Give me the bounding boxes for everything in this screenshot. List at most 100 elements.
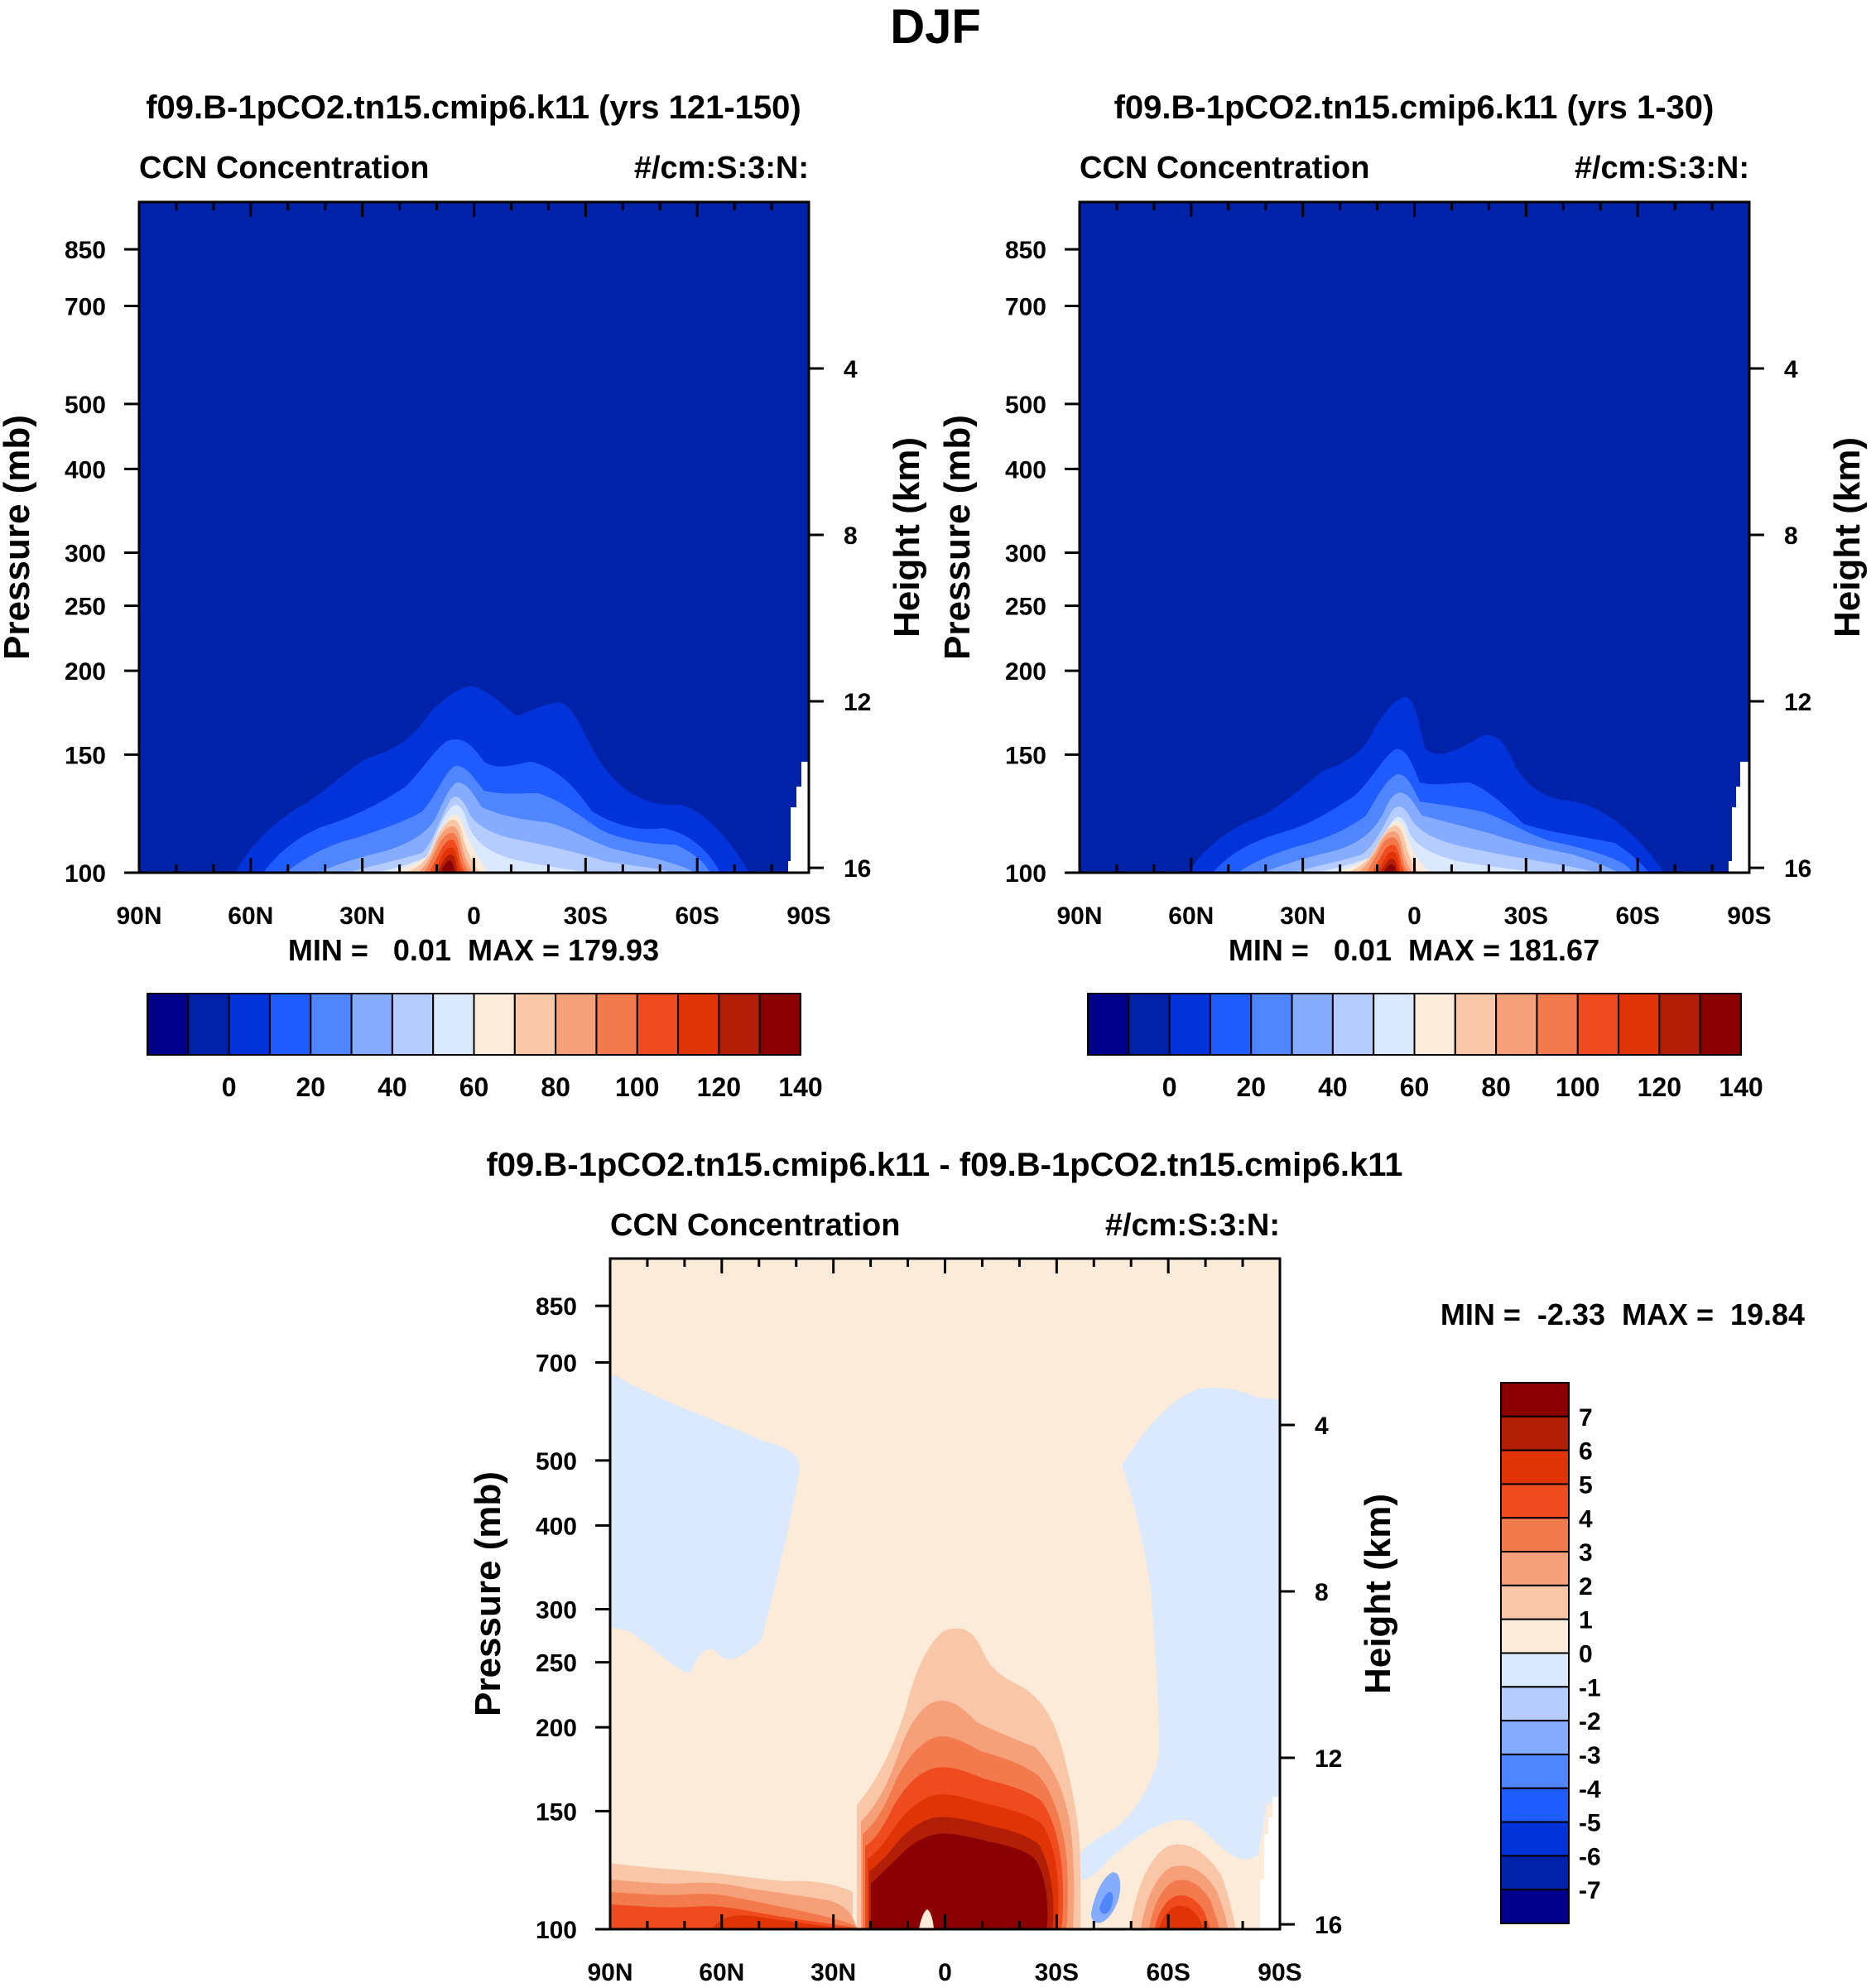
panel-c-y-tick-label: 250 <box>536 1650 577 1678</box>
panel-c-colorbar-label: 2 <box>1579 1573 1593 1601</box>
panel-b-ylabel-right: Height (km) <box>1827 437 1868 638</box>
panel-c-colorbar-box <box>1500 1753 1570 1789</box>
panel-b-x-tick-label: 90S <box>1727 903 1771 930</box>
panel-b-colorbar-box <box>1576 993 1620 1056</box>
panel-c-y-tick-label: 100 <box>536 1917 577 1944</box>
panel-c-colorbar-label: -3 <box>1579 1742 1601 1769</box>
panel-b-contour-level-50 <box>1291 806 1596 873</box>
panel-c-x-tick-label: 0 <box>938 1959 952 1986</box>
panel-c-colorbar-box <box>1500 1517 1570 1553</box>
panel-c-colorbar-label: 7 <box>1579 1404 1593 1432</box>
panel-b-variable-label: CCN Concentration <box>1080 151 1369 185</box>
panel-a-x-tick-label: 90N <box>116 903 161 930</box>
panel-b-right-axis: 16 12 8 4 <box>1749 356 1811 883</box>
panel-a-x-tick-label: 0 <box>467 903 481 930</box>
panel-b-ylabel: Pressure (mb) <box>937 415 978 660</box>
panel-c-right-tick-label: 12 <box>1315 1745 1342 1773</box>
panel-a-colorbar-box <box>636 993 680 1056</box>
panel-a-colorbar-box <box>147 993 190 1056</box>
panel-c-negative-region-sh <box>1068 1387 1280 1880</box>
panel-a-colorbar-label: 60 <box>459 1072 489 1102</box>
panel-a-y-tick-label: 250 <box>65 594 106 621</box>
panel-a-y-tick-label: 200 <box>65 658 106 686</box>
panel-b-y-tick-label: 150 <box>1005 742 1046 769</box>
panel-c-colorbar-box <box>1500 1686 1570 1722</box>
panel-b-y-tick-label: 100 <box>1005 860 1046 888</box>
panel-a-ylabel-right: Height (km) <box>887 437 927 638</box>
panel-b-contours <box>1080 202 1749 873</box>
panel-b-y-axis: 100 150 200 250 300 400 500 700 850 <box>1005 237 1080 888</box>
panel-c-units-label: #/cm:S:3:N: <box>1105 1208 1280 1243</box>
panel-c-x-tick-label: 30N <box>810 1959 856 1986</box>
panel-c-ylabel-right: Height (km) <box>1358 1494 1398 1694</box>
panel-a-colorbar-box <box>718 993 761 1056</box>
panel-b-x-tick-label: 30S <box>1504 903 1548 930</box>
panel-b-x-tick-label: 60S <box>1615 903 1659 930</box>
panel-a-colorbar-box <box>513 993 557 1056</box>
panel-b-y-tick-label: 200 <box>1005 658 1046 686</box>
panel-c-right-tick-label: 8 <box>1315 1579 1329 1606</box>
panel-b-colorbar-box <box>1413 993 1456 1056</box>
panel-a-colorbar-box <box>432 993 475 1056</box>
panel-a-colorbar-label: 140 <box>778 1072 822 1102</box>
panel-c: f09.B-1pCO2.tn15.cmip6.k11 - f09.B-1pCO2… <box>468 1147 1805 1986</box>
panel-c-level-5-sh-blob <box>1159 1905 1204 1929</box>
panel-c-colorbar-box <box>1500 1821 1570 1857</box>
panel-b-title: f09.B-1pCO2.tn15.cmip6.k11 (yrs 1-30) <box>1114 89 1715 126</box>
panel-a-colorbar-label: 40 <box>378 1072 407 1102</box>
panel-b-right-tick-label: 12 <box>1784 689 1811 716</box>
panel-c-level-5-nh-strip <box>712 1915 844 1929</box>
panel-c-x-axis: 90N 60N 30N 0 30S 60S 90S <box>587 1259 1302 1986</box>
panel-a-y-tick-label: 100 <box>65 860 106 888</box>
panel-c-colorbar-label: 5 <box>1579 1471 1593 1499</box>
panel-a-y-tick-label: 700 <box>65 293 106 320</box>
panel-c-negative-blob-inner <box>1099 1892 1113 1914</box>
panel-c-y-tick-label: 200 <box>536 1715 577 1742</box>
panel-c-right-tick-label: 4 <box>1315 1413 1329 1440</box>
panel-b-colorbar-box <box>1250 993 1293 1056</box>
panel-c-colorbar-box <box>1500 1618 1570 1654</box>
panel-c-colorbar-box <box>1500 1584 1570 1620</box>
panel-c-negative-region-nh <box>610 1374 800 1673</box>
panel-a-ylabel: Pressure (mb) <box>0 415 37 660</box>
panel-c-colorbar-label: 4 <box>1579 1505 1593 1533</box>
panel-c-missing-data <box>1260 1797 1280 1929</box>
panel-c-level-7 <box>871 1833 1048 1929</box>
panel-a-colorbar-label: 100 <box>615 1072 659 1102</box>
panel-a-colorbar-box <box>350 993 393 1056</box>
panel-c-min-max: MIN = -2.33 MAX = 19.84 <box>1441 1297 1805 1331</box>
panel-b-missing-data <box>1729 762 1749 873</box>
panel-c-colorbar-label: -5 <box>1579 1810 1601 1837</box>
panel-b-colorbar-box <box>1618 993 1661 1056</box>
panel-a: f09.B-1pCO2.tn15.cmip6.k11 (yrs 121-150)… <box>0 89 927 1102</box>
panel-c-ylabel: Pressure (mb) <box>468 1471 508 1716</box>
panel-b-colorbar-label: 120 <box>1638 1072 1681 1102</box>
panel-c-y-tick-label: 850 <box>536 1293 577 1321</box>
panel-b-colorbar-box <box>1087 993 1130 1056</box>
panel-a-x-tick-label: 60N <box>228 903 273 930</box>
panel-c-colorbar-box <box>1500 1483 1570 1519</box>
panel-b-colorbar-box <box>1658 993 1701 1056</box>
panel-b-colorbar-label: 80 <box>1481 1072 1511 1102</box>
panel-c-y-tick-label: 150 <box>536 1798 577 1826</box>
panel-a-x-tick-label: 90S <box>786 903 830 930</box>
panel-a-right-tick-label: 4 <box>844 356 858 383</box>
panel-b-colorbar-box <box>1168 993 1211 1056</box>
panel-c-colorbar-box <box>1500 1889 1570 1924</box>
panel-a-colorbar: 0 20 40 60 80 100 120 140 <box>147 993 823 1102</box>
panel-c-colorbar: 7 6 5 4 3 2 1 0 -1 -2 -3 -4 -5 -6 -7 <box>1500 1382 1601 1924</box>
panel-a-right-tick-label: 12 <box>844 689 871 716</box>
panel-a-missing-data <box>788 762 809 873</box>
panel-c-colorbar-box <box>1500 1652 1570 1688</box>
panel-b-colorbar-box <box>1495 993 1538 1056</box>
panel-c-x-tick-label: 90N <box>587 1959 632 1986</box>
panel-b-colorbar-box <box>1209 993 1253 1056</box>
panel-c-colorbar-label: 3 <box>1579 1539 1593 1567</box>
panel-b-colorbar-label: 40 <box>1318 1072 1348 1102</box>
panel-b-x-tick-label: 60N <box>1168 903 1214 930</box>
panel-a-right-tick-label: 8 <box>844 522 858 550</box>
panel-a-colorbar-box <box>555 993 598 1056</box>
panel-a-contour-level-140 <box>440 859 455 873</box>
panel-a-x-tick-label: 30S <box>564 903 608 930</box>
panel-b-colorbar-box <box>1536 993 1579 1056</box>
